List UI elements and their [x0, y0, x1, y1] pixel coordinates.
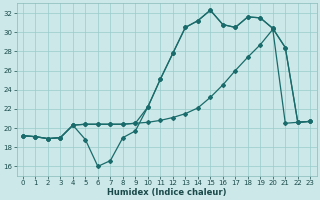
X-axis label: Humidex (Indice chaleur): Humidex (Indice chaleur) [107, 188, 226, 197]
